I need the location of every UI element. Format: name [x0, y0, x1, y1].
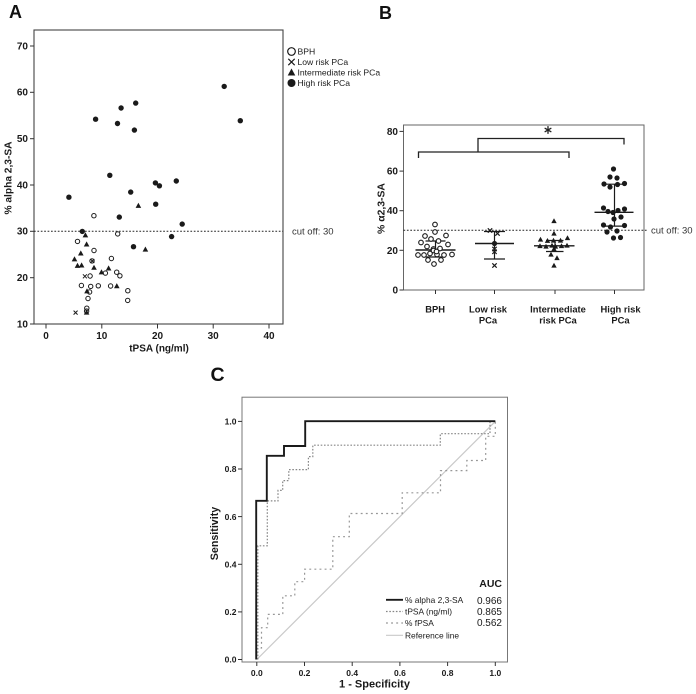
svg-text:0.966: 0.966: [477, 596, 502, 607]
svg-text:0.0: 0.0: [251, 668, 263, 678]
svg-text:B: B: [379, 3, 392, 23]
svg-text:60: 60: [387, 167, 399, 178]
svg-text:Sensitivity: Sensitivity: [209, 507, 221, 561]
svg-text:0.865: 0.865: [477, 607, 502, 618]
svg-text:0.8: 0.8: [225, 464, 237, 474]
svg-text:PCa: PCa: [479, 315, 498, 326]
svg-text:80: 80: [387, 127, 399, 138]
svg-text:20: 20: [152, 331, 164, 342]
svg-text:% alpha 2,3-SA: % alpha 2,3-SA: [4, 141, 15, 215]
svg-text:Intermediate: Intermediate: [530, 303, 586, 314]
svg-text:0.2: 0.2: [299, 668, 311, 678]
svg-text:20: 20: [17, 273, 29, 284]
svg-text:1 - Specificity: 1 - Specificity: [339, 679, 411, 691]
svg-text:1.0: 1.0: [225, 417, 237, 427]
svg-text:Low risk PCa: Low risk PCa: [298, 57, 349, 67]
svg-text:risk PCa: risk PCa: [539, 315, 577, 326]
svg-text:BPH: BPH: [425, 303, 445, 314]
svg-text:40: 40: [17, 180, 29, 191]
svg-text:Intermediate risk PCa: Intermediate risk PCa: [298, 68, 381, 78]
svg-text:10: 10: [96, 331, 108, 342]
svg-text:0.8: 0.8: [442, 668, 454, 678]
svg-text:Reference line: Reference line: [405, 631, 459, 641]
svg-text:BPH: BPH: [298, 47, 316, 57]
svg-text:30: 30: [17, 227, 29, 238]
svg-text:70: 70: [17, 41, 29, 52]
svg-text:cut off: 30: cut off: 30: [651, 225, 693, 236]
svg-text:20: 20: [387, 246, 399, 257]
svg-text:Low risk: Low risk: [469, 303, 508, 314]
svg-text:0.4: 0.4: [225, 560, 237, 570]
svg-text:tPSA (ng/ml): tPSA (ng/ml): [129, 344, 189, 355]
svg-text:High risk: High risk: [600, 303, 641, 314]
svg-text:30: 30: [208, 331, 220, 342]
svg-text:High risk PCa: High risk PCa: [298, 78, 351, 88]
svg-text:cut off: 30: cut off: 30: [292, 227, 334, 238]
svg-text:10: 10: [17, 319, 29, 330]
svg-text:A: A: [9, 2, 22, 22]
svg-text:AUC: AUC: [479, 578, 502, 590]
svg-text:0: 0: [43, 331, 49, 342]
svg-text:1.0: 1.0: [489, 668, 501, 678]
svg-text:60: 60: [17, 88, 29, 99]
svg-text:40: 40: [263, 331, 275, 342]
svg-text:0.562: 0.562: [477, 618, 502, 629]
svg-text:0.6: 0.6: [394, 668, 406, 678]
svg-text:0: 0: [392, 285, 398, 296]
svg-text:PCa: PCa: [611, 315, 630, 326]
svg-text:% α2,3-SA: % α2,3-SA: [377, 183, 388, 234]
svg-text:0.0: 0.0: [225, 655, 237, 665]
svg-text:tPSA (ng/ml): tPSA (ng/ml): [405, 607, 452, 617]
svg-text:0.4: 0.4: [346, 668, 358, 678]
svg-text:0.2: 0.2: [225, 607, 237, 617]
svg-text:% alpha 2,3-SA: % alpha 2,3-SA: [405, 595, 464, 605]
svg-text:50: 50: [17, 134, 29, 145]
svg-text:40: 40: [387, 206, 399, 217]
svg-text:C: C: [211, 364, 225, 386]
svg-text:0.6: 0.6: [225, 512, 237, 522]
svg-text:% fPSA: % fPSA: [405, 618, 434, 628]
